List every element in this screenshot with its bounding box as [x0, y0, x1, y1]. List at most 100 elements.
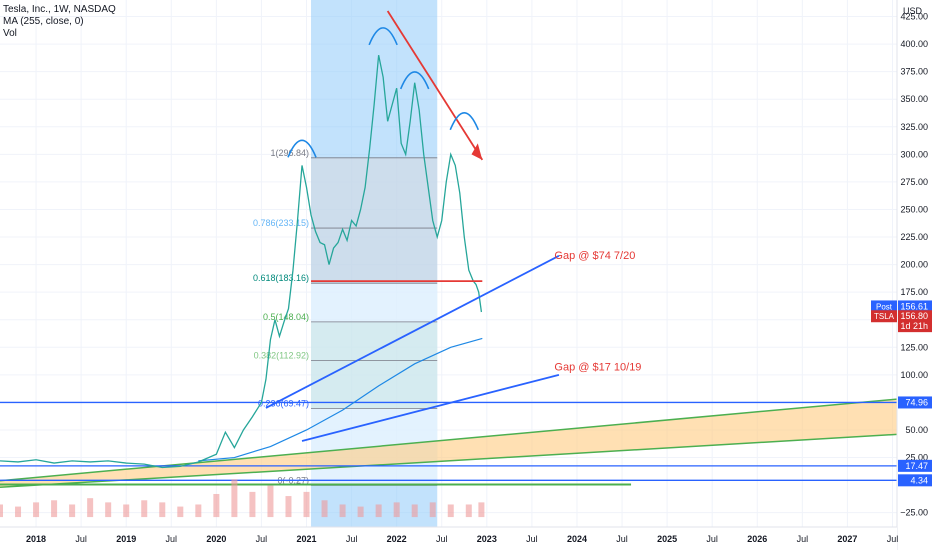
- head-shoulder-arc: [287, 139, 317, 158]
- volume-bar: [465, 504, 472, 518]
- x-tick-label: Jul: [797, 534, 809, 544]
- axis-badge-level: 17.47: [905, 461, 928, 471]
- annotation-gap-74: Gap @ $74 7/20: [554, 250, 635, 262]
- head-shoulder-arc: [399, 71, 430, 90]
- fib-zone: [311, 283, 438, 322]
- axis-badge-value: 156.80: [900, 311, 928, 321]
- y-tick-label: 50.00: [905, 425, 928, 435]
- x-tick-label: Jul: [706, 534, 718, 544]
- trendline-upper: [265, 254, 560, 409]
- volume-bar: [411, 504, 418, 518]
- volume-bar: [33, 502, 40, 518]
- trendline-lower: [301, 373, 560, 442]
- fib-zone: [311, 157, 438, 229]
- y-tick-label: 250.00: [900, 204, 928, 214]
- y-tick-label: 300.00: [900, 149, 928, 159]
- legend-symbol: Tesla, Inc., 1W, NASDAQ: [3, 4, 116, 15]
- legend-ma: MA (255, close, 0): [3, 16, 84, 27]
- axis-badge: [898, 310, 932, 323]
- x-tick-label: 2024: [567, 534, 587, 544]
- x-tick-label: Jul: [75, 534, 87, 544]
- x-tick-label: 2019: [116, 534, 136, 544]
- volume-bar: [87, 498, 94, 518]
- x-tick-label: 2027: [837, 534, 857, 544]
- volume-bar: [15, 506, 22, 518]
- axis-badge: [898, 300, 932, 313]
- volume-bar: [267, 485, 274, 518]
- price-axis-bg: [897, 0, 932, 550]
- channel-lower-line: [0, 433, 898, 489]
- y-tick-label: 25.00: [905, 453, 928, 463]
- y-tick-label: 425.00: [900, 12, 928, 22]
- axis-badge: [898, 396, 932, 409]
- legend-volume: Vol: [3, 28, 17, 39]
- axis-badge-tag-text: TSLA: [874, 312, 895, 321]
- volume-bar: [393, 502, 400, 518]
- y-tick-label: 400.00: [900, 39, 928, 49]
- x-tick-label: 2026: [747, 534, 767, 544]
- volume-bar: [357, 506, 364, 518]
- volume-bar: [231, 479, 238, 518]
- annotation-gap-17: Gap @ $17 10/19: [554, 361, 641, 373]
- x-tick-label: Jul: [166, 534, 178, 544]
- x-tick-label: 2023: [477, 534, 497, 544]
- volume-bar: [303, 491, 310, 518]
- downtrend-arrowhead: [471, 143, 483, 160]
- price-line: [0, 54, 483, 469]
- chart-legend: Tesla, Inc., 1W, NASDAQ MA (255, close, …: [3, 4, 116, 40]
- volume-bar: [285, 496, 292, 518]
- volume-bar: [0, 504, 3, 518]
- axis-badge-tag: [871, 300, 897, 313]
- x-tick-label: Jul: [616, 534, 628, 544]
- volume-bar: [478, 502, 485, 518]
- y-tick-label: 100.00: [900, 370, 928, 380]
- fib-level-label: 0.786(233.15): [253, 218, 309, 228]
- volume-bar: [447, 504, 454, 518]
- axis-badge-level: 74.96: [905, 397, 928, 407]
- y-tick-label: −25.00: [900, 508, 928, 518]
- currency-label: USD: [903, 6, 923, 16]
- y-tick-label: 125.00: [900, 342, 928, 352]
- ma-line: [198, 337, 483, 462]
- volume-bar: [105, 502, 112, 518]
- x-tick-label: Jul: [887, 534, 899, 544]
- y-tick-label: 375.00: [900, 67, 928, 77]
- y-tick-label: 350.00: [900, 94, 928, 104]
- fib-level-label: 0.618(183.16): [253, 273, 309, 283]
- x-tick-label: 2020: [206, 534, 226, 544]
- x-tick-label: 2025: [657, 534, 677, 544]
- y-tick-label: 325.00: [900, 122, 928, 132]
- y-tick-label: 225.00: [900, 232, 928, 242]
- volume-bar: [159, 502, 166, 518]
- fib-zone: [311, 360, 438, 409]
- x-tick-label: Jul: [436, 534, 448, 544]
- fib-zone: [311, 321, 438, 361]
- x-tick-label: 2022: [387, 534, 407, 544]
- axis-badge-countdown: 1d 21h: [900, 321, 928, 331]
- volume-bar: [177, 506, 184, 518]
- axis-badge-tag-text: Post: [876, 302, 893, 311]
- volume-bar: [321, 500, 328, 518]
- volume-bar: [249, 491, 256, 518]
- volume-bar: [213, 493, 220, 518]
- channel-upper-line: [0, 398, 898, 482]
- volume-bar: [339, 504, 346, 518]
- volume-bar: [51, 500, 58, 518]
- axis-badge: [898, 320, 932, 333]
- fib-zone: [311, 228, 438, 284]
- axis-badge: [898, 459, 932, 472]
- channel-fill: [0, 399, 897, 488]
- head-shoulder-arc: [368, 27, 398, 46]
- time-axis-bg: [0, 527, 897, 550]
- x-tick-label: 2018: [26, 534, 46, 544]
- y-tick-label: 175.00: [900, 287, 928, 297]
- axis-badge-tag: [871, 310, 897, 323]
- axis-badge-level: 4.34: [910, 475, 928, 485]
- x-tick-label: Jul: [346, 534, 358, 544]
- head-shoulder-arc: [449, 111, 480, 131]
- x-tick-label: Jul: [256, 534, 268, 544]
- downtrend-arrow: [386, 10, 484, 161]
- y-tick-label: 275.00: [900, 177, 928, 187]
